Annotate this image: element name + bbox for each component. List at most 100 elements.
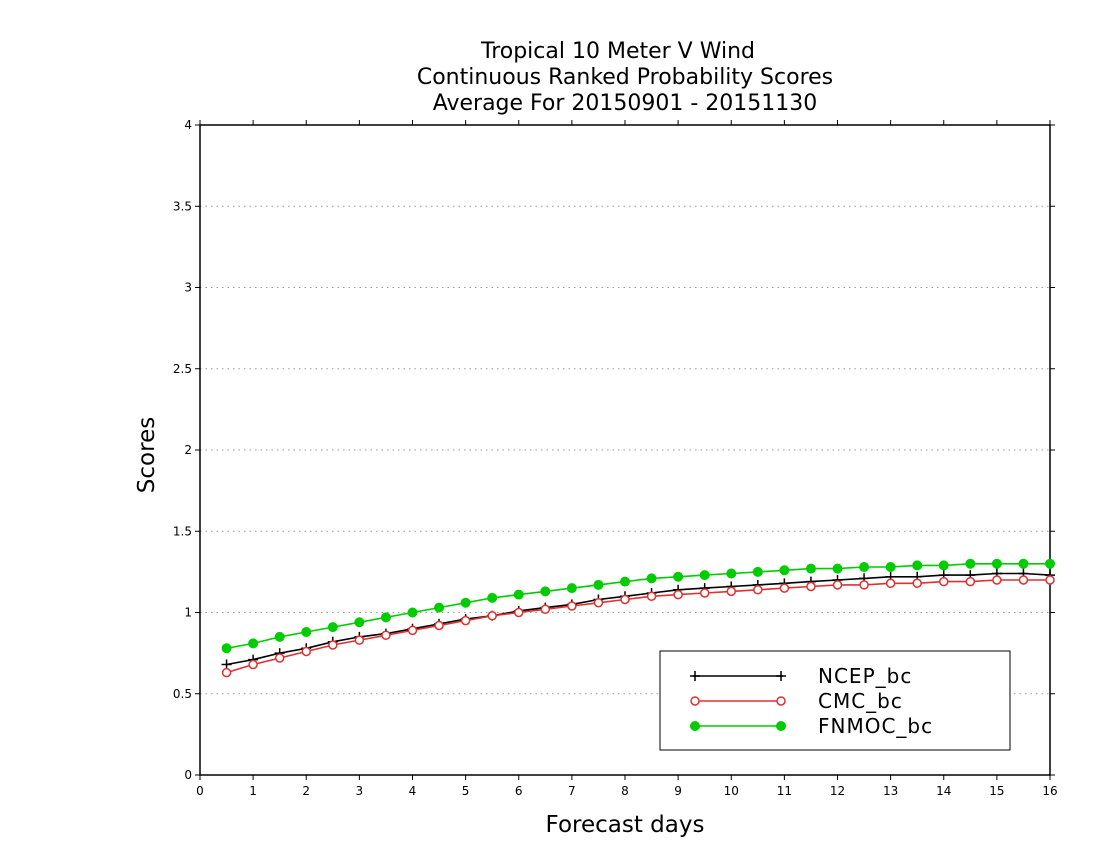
data-point-fnmoc-bc — [274, 631, 285, 642]
data-point-fnmoc-bc — [221, 643, 232, 654]
legend-item-fnmoc-bc: FNMOC_bc — [690, 714, 933, 738]
data-point-cmc-bc — [885, 578, 896, 588]
y-tick-label: 1 — [184, 606, 192, 620]
data-point-ncep-bc — [221, 659, 232, 670]
data-point-fnmoc-bc — [646, 573, 657, 584]
x-tick-label: 0 — [196, 784, 204, 798]
series-layer — [221, 558, 1055, 678]
data-point-cmc-bc — [859, 580, 869, 590]
y-tick-label: 2.5 — [173, 362, 192, 376]
y-tick-label: 1.5 — [173, 524, 192, 538]
data-point-fnmoc-bc — [965, 558, 976, 569]
y-tick-label: 2 — [184, 443, 192, 457]
x-tick-label: 16 — [1042, 784, 1057, 798]
data-point-fnmoc-bc — [513, 589, 524, 600]
x-tick-label: 14 — [936, 784, 951, 798]
legend-marker-end-ncep-bc — [776, 671, 786, 681]
legend-marker-start-cmc-bc — [690, 696, 700, 706]
legend-label-cmc-bc: CMC_bc — [818, 689, 903, 713]
data-point-cmc-bc — [992, 575, 1002, 585]
data-point-cmc-bc — [806, 581, 816, 592]
data-point-fnmoc-bc — [885, 562, 896, 572]
data-point-cmc-bc — [514, 607, 524, 618]
data-point-cmc-bc — [912, 578, 922, 588]
y-tick-label: 0 — [184, 768, 192, 782]
series-fnmoc-bc — [221, 558, 1055, 654]
data-point-cmc-bc — [328, 640, 338, 650]
data-point-cmc-bc — [646, 591, 657, 601]
data-point-fnmoc-bc — [912, 560, 923, 571]
data-point-cmc-bc — [354, 635, 365, 645]
data-point-fnmoc-bc — [779, 565, 790, 576]
data-point-fnmoc-bc — [1045, 558, 1055, 569]
x-tick-label: 4 — [409, 784, 417, 798]
data-point-cmc-bc — [593, 598, 604, 608]
legend-marker-end-cmc-bc — [776, 696, 786, 706]
x-tick-label: 9 — [674, 784, 682, 798]
chart-title-line-3: Average For 20150901 - 20151130 — [433, 91, 818, 116]
x-tick-label: 7 — [568, 784, 576, 798]
x-tick-label: 10 — [724, 784, 739, 798]
data-point-cmc-bc — [460, 615, 471, 626]
legend-item-cmc-bc: CMC_bc — [690, 689, 903, 713]
axis-ticks: 00.511.522.533.540 1 2 3 4 5 6 7 8 9 10 11 12 13 14 15 1… — [173, 118, 1058, 798]
data-point-cmc-bc — [487, 611, 497, 621]
y-tick-label: 3.5 — [173, 199, 192, 213]
data-point-fnmoc-bc — [593, 579, 604, 590]
data-point-cmc-bc — [434, 620, 444, 631]
y-axis-label: Scores — [134, 417, 160, 493]
x-tick-label: 11 — [777, 784, 792, 798]
data-point-fnmoc-bc — [407, 607, 418, 618]
x-tick-label: 3 — [356, 784, 364, 798]
legend-marker-end-fnmoc-bc — [776, 721, 786, 731]
data-point-fnmoc-bc — [1018, 558, 1029, 569]
data-point-cmc-bc — [673, 589, 683, 600]
x-tick-label: 13 — [883, 784, 898, 798]
data-point-cmc-bc — [620, 594, 630, 605]
data-point-cmc-bc — [248, 659, 258, 670]
data-point-cmc-bc — [965, 576, 976, 587]
data-point-cmc-bc — [381, 630, 391, 640]
series-cmc-bc — [221, 575, 1055, 678]
data-point-fnmoc-bc — [487, 592, 498, 603]
x-tick-label: 5 — [462, 784, 470, 798]
data-point-fnmoc-bc — [752, 566, 763, 577]
data-point-fnmoc-bc — [726, 568, 737, 579]
legend-marker-start-ncep-bc — [690, 671, 700, 681]
legend-marker-start-fnmoc-bc — [690, 721, 700, 731]
data-point-fnmoc-bc — [991, 558, 1002, 569]
x-tick-label: 1 — [249, 784, 257, 798]
chart-title-line-2: Continuous Ranked Probability Scores — [417, 65, 833, 90]
data-point-fnmoc-bc — [859, 562, 870, 572]
x-axis-label: Forecast days — [546, 812, 705, 838]
legend-item-ncep-bc: NCEP_bc — [690, 664, 912, 688]
data-point-cmc-bc — [567, 601, 577, 611]
data-point-cmc-bc — [301, 646, 311, 657]
data-point-fnmoc-bc — [620, 576, 630, 587]
y-tick-label: 3 — [184, 281, 192, 295]
data-point-cmc-bc — [753, 585, 763, 595]
data-point-fnmoc-bc — [673, 571, 684, 582]
data-point-cmc-bc — [221, 667, 232, 678]
data-point-fnmoc-bc — [434, 602, 445, 613]
data-point-fnmoc-bc — [805, 563, 816, 574]
data-point-fnmoc-bc — [540, 586, 551, 597]
data-point-fnmoc-bc — [354, 617, 365, 628]
gridlines — [200, 205, 1050, 695]
legend-label-ncep-bc: NCEP_bc — [818, 664, 912, 688]
y-tick-label: 0.5 — [173, 687, 192, 701]
data-point-fnmoc-bc — [460, 597, 471, 608]
data-point-fnmoc-bc — [380, 612, 391, 623]
data-point-fnmoc-bc — [566, 583, 577, 594]
legend-label-fnmoc-bc: FNMOC_bc — [818, 714, 933, 738]
data-point-fnmoc-bc — [938, 560, 949, 571]
x-tick-label: 6 — [515, 784, 523, 798]
data-point-cmc-bc — [699, 588, 710, 598]
y-tick-label: 4 — [184, 118, 192, 132]
x-tick-label: 12 — [830, 784, 845, 798]
x-tick-label: 2 — [302, 784, 310, 798]
data-point-cmc-bc — [726, 586, 736, 597]
x-tick-label: 8 — [621, 784, 629, 798]
data-point-cmc-bc — [540, 604, 551, 614]
